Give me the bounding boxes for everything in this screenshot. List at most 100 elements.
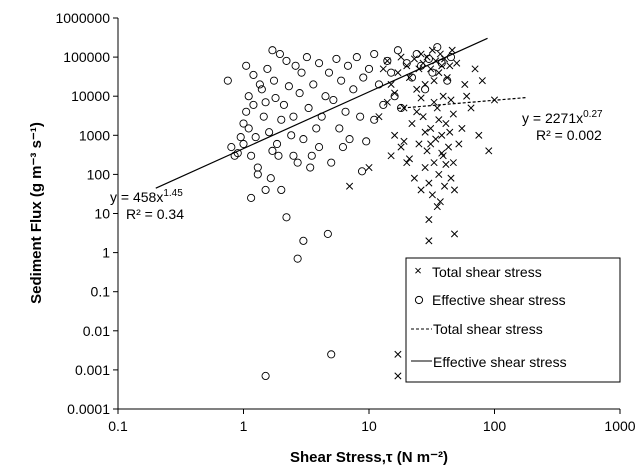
fit-annotations: y = 2271x0.27 R² = 0.002 y = 458x1.45 R²… <box>110 109 603 222</box>
total-point <box>438 131 446 139</box>
total-point <box>346 182 354 190</box>
effective-point <box>287 131 296 140</box>
effective-point <box>253 163 262 172</box>
total-point <box>446 62 454 70</box>
effective-point <box>299 135 308 144</box>
legend-label: Effective shear stress <box>432 292 566 308</box>
fit-total-r2: R² = 0.002 <box>536 127 602 143</box>
total-point <box>455 140 463 148</box>
effective-point <box>338 143 347 152</box>
total-point <box>438 149 446 157</box>
effective-point <box>337 76 346 85</box>
total-point <box>421 163 429 172</box>
legend-label: Effective shear stress <box>433 354 567 370</box>
y-tick-label: 0.001 <box>75 362 110 378</box>
effective-point <box>324 68 334 77</box>
effective-point <box>329 95 338 105</box>
effective-point <box>255 80 264 89</box>
effective-point <box>327 350 336 359</box>
effective-point <box>259 112 268 121</box>
total-point <box>410 55 418 63</box>
total-point <box>387 152 395 160</box>
total-point <box>403 159 411 167</box>
effective-point <box>383 56 392 65</box>
circle-marker-icon <box>414 295 424 305</box>
total-point <box>448 46 456 54</box>
effective-point <box>266 174 275 183</box>
total-point <box>453 59 461 67</box>
effective-point <box>247 151 256 160</box>
effective-point <box>268 46 277 55</box>
total-point <box>441 182 449 190</box>
effective-point <box>304 103 313 113</box>
total-point <box>442 160 450 168</box>
y-tick-label: 1 <box>102 245 110 261</box>
total-point <box>435 69 443 77</box>
total-point <box>436 198 444 206</box>
data-markers <box>223 43 499 381</box>
total-point <box>463 92 471 100</box>
effective-point <box>321 92 330 101</box>
total-point <box>417 50 425 58</box>
effective-point <box>306 163 315 172</box>
effective-point <box>302 53 311 62</box>
total-point <box>413 85 421 93</box>
effective-point <box>291 61 300 70</box>
effective-point <box>293 158 302 167</box>
effective-point <box>244 124 253 133</box>
effective-point <box>244 92 253 101</box>
effective-point <box>268 146 277 155</box>
legend-item-effective-o: Effective shear stress <box>414 292 566 308</box>
effective-point <box>307 151 316 160</box>
effective-point <box>265 128 274 137</box>
total-point <box>444 143 453 151</box>
total-point <box>471 65 479 73</box>
y-tick-label: 10000 <box>71 88 110 104</box>
y-axis-label: Sediment Flux (g m⁻³ s⁻¹) <box>28 122 45 304</box>
effective-point <box>323 229 332 238</box>
effective-point <box>417 61 426 70</box>
total-point <box>423 147 431 155</box>
total-point <box>421 128 429 136</box>
total-point <box>475 131 483 139</box>
y-tick-label: 10 <box>94 206 110 222</box>
effective-point <box>282 56 291 65</box>
total-point <box>415 140 423 148</box>
total-point <box>438 62 446 70</box>
total-point <box>447 96 455 104</box>
x-marker-icon: × <box>414 263 422 278</box>
x-tick-label: 1000 <box>604 418 635 434</box>
total-point <box>421 80 429 88</box>
total-point <box>423 53 431 61</box>
y-ticks: 0.0001 0.001 0.01 0.1 1 10 100 1000 10000 100000 1… <box>55 10 118 417</box>
effective-point <box>274 151 283 160</box>
effective-point <box>249 70 258 79</box>
effective-point <box>345 135 354 144</box>
effective-point <box>253 170 262 179</box>
effective-point <box>362 137 371 146</box>
total-point <box>394 69 402 77</box>
total-point <box>365 163 373 172</box>
total-point <box>427 65 435 73</box>
total-point <box>449 110 457 118</box>
effective-point <box>370 49 379 59</box>
total-point <box>383 57 391 65</box>
effective-point <box>227 143 236 152</box>
effective-point <box>261 371 270 381</box>
effective-fit-line <box>155 37 488 189</box>
legend-label: Total shear stress <box>432 264 542 280</box>
y-tick-label: 0.1 <box>91 284 111 300</box>
effective-point <box>357 167 367 176</box>
total-point <box>405 73 413 82</box>
effective-point <box>272 139 282 149</box>
effective-point <box>364 64 374 73</box>
legend-item-total-x: × Total shear stress <box>414 263 542 280</box>
effective-point <box>242 61 251 70</box>
effective-point <box>261 98 270 107</box>
total-point <box>443 73 451 82</box>
total-point <box>447 174 455 182</box>
x-tick-label: 100 <box>483 418 507 434</box>
total-point <box>397 53 405 61</box>
total-point <box>428 191 436 199</box>
effective-point <box>349 85 358 94</box>
